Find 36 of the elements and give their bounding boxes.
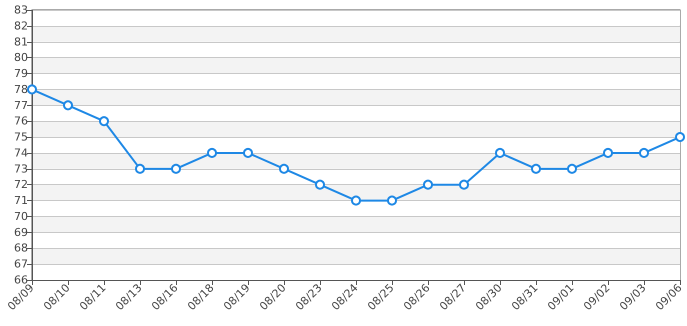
point (675, 132, 685, 142)
point (459, 180, 469, 190)
point (531, 164, 541, 174)
point (603, 148, 613, 158)
point (315, 180, 325, 190)
y-tick-label: 69 (14, 226, 28, 239)
y-tick-label: 74 (14, 146, 28, 160)
point (495, 148, 505, 158)
y-tick-label: 81 (14, 35, 28, 48)
y-tick-label: 82 (14, 19, 28, 32)
y-tick-label: 78 (14, 82, 28, 96)
point (171, 164, 181, 174)
point (423, 180, 433, 190)
point (99, 116, 109, 126)
point (351, 196, 361, 206)
point (639, 148, 649, 158)
y-tick-label: 68 (14, 242, 28, 255)
point (279, 164, 289, 174)
y-tick-label: 76 (14, 114, 28, 128)
point (387, 196, 397, 206)
point (567, 164, 577, 174)
y-tick-label: 71 (14, 194, 28, 208)
y-tick-label: 77 (14, 98, 28, 112)
point (135, 164, 145, 174)
y-tick-label: 80 (14, 51, 28, 64)
y-tick-label: 79 (14, 67, 28, 80)
y-tick-label: 75 (14, 130, 28, 144)
y-tick-label: 72 (14, 178, 28, 192)
point (27, 84, 37, 94)
point (207, 148, 217, 158)
point (243, 148, 253, 158)
y-tick-label: 73 (14, 162, 28, 176)
y-tick-label: 67 (14, 258, 28, 271)
point (63, 100, 73, 110)
y-tick-label: 70 (14, 210, 28, 223)
y-tick-label: 83 (14, 4, 28, 16)
